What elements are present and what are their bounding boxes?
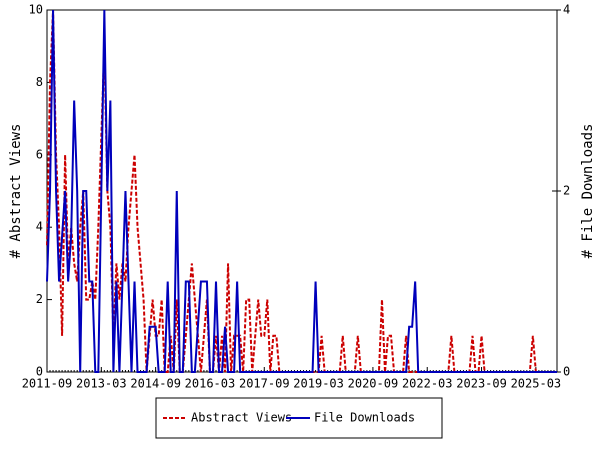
y-tick-label: 0: [36, 365, 43, 379]
legend-label: Abstract Views: [191, 411, 292, 425]
plot-frame: [46, 9, 558, 373]
y-tick-label: 2: [36, 292, 43, 306]
y2-tick-label: 2: [563, 184, 570, 198]
x-tick-label: 2022-03: [402, 377, 453, 391]
x-tick-label: 2014-09: [130, 377, 181, 391]
series-line: [46, 9, 557, 373]
y2-axis-label: # File Downloads: [580, 124, 596, 259]
y2-tick-label: 4: [563, 3, 570, 17]
x-tick-label: 2013-03: [76, 377, 127, 391]
series-line: [46, 9, 557, 373]
x-tick-label: 2011-09: [22, 377, 73, 391]
y2-tick-label: 0: [563, 365, 570, 379]
y-tick-label: 4: [36, 220, 43, 234]
x-tick-label: 2025-03: [511, 377, 562, 391]
y-tick-label: 6: [36, 147, 43, 161]
y-tick-label: 10: [29, 3, 43, 17]
y-axis-label: # Abstract Views: [8, 124, 24, 259]
x-tick-label: 2017-09: [239, 377, 290, 391]
legend-label: File Downloads: [314, 411, 415, 425]
x-tick-label: 2016-03: [185, 377, 236, 391]
y-tick-label: 8: [36, 75, 43, 89]
x-tick-label: 2019-03: [293, 377, 344, 391]
x-tick-label: 2023-09: [456, 377, 507, 391]
x-tick-label: 2020-09: [348, 377, 399, 391]
